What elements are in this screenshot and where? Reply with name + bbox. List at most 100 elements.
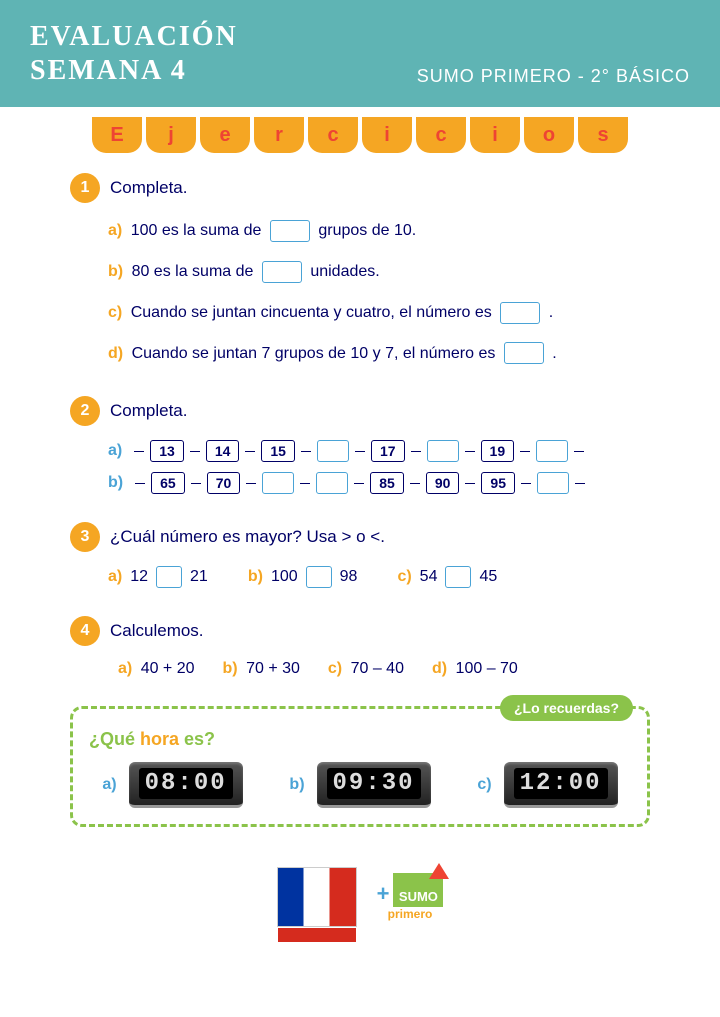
q2-row-b: b)6570859095 bbox=[108, 472, 650, 494]
sub-label: c) bbox=[397, 568, 411, 586]
q2-number: 2 bbox=[70, 396, 100, 426]
seq-line bbox=[300, 483, 310, 485]
seq-box-empty[interactable] bbox=[537, 472, 569, 494]
compare-item: a) 1221 bbox=[108, 566, 208, 588]
seq-box-filled: 19 bbox=[481, 440, 515, 462]
q1-a: a) 100 es la suma de grupos de 10. bbox=[108, 217, 650, 246]
answer-box[interactable] bbox=[504, 342, 544, 364]
q3-number: 3 bbox=[70, 522, 100, 552]
q1-title: Completa. bbox=[110, 178, 187, 198]
answer-box[interactable] bbox=[445, 566, 471, 588]
seq-line bbox=[134, 451, 144, 453]
seq-label: a) bbox=[108, 442, 122, 460]
seq-line bbox=[410, 483, 420, 485]
clock-label: c) bbox=[477, 776, 491, 794]
q1-c-post: . bbox=[549, 304, 553, 321]
remember-badge: ¿Lo recuerdas? bbox=[500, 695, 633, 721]
remember-box: ¿Lo recuerdas? ¿Qué hora es? a)08:00b)09… bbox=[70, 706, 650, 827]
sub-label: d) bbox=[432, 660, 447, 677]
calc-item: c) 70 – 40 bbox=[328, 660, 404, 678]
sub-label: c) bbox=[328, 660, 342, 677]
seq-box-empty[interactable] bbox=[427, 440, 459, 462]
q4-items: a) 40 + 20 b) 70 + 30 c) 70 – 40 d) 100 – 7… bbox=[108, 660, 650, 678]
ejercicios-banner: Ejercicios bbox=[0, 117, 720, 153]
sumo-shape-icon: SUMO bbox=[393, 873, 443, 907]
q1-c: c) Cuando se juntan cincuenta y cuatro, … bbox=[108, 299, 650, 328]
calc-expr: 100 – 70 bbox=[456, 660, 518, 677]
seq-line bbox=[411, 451, 421, 453]
answer-box[interactable] bbox=[262, 261, 302, 283]
calc-item: a) 40 + 20 bbox=[118, 660, 195, 678]
banner-letter: r bbox=[254, 117, 304, 153]
digital-clock-icon: 08:00 bbox=[129, 762, 243, 808]
t3: es? bbox=[179, 729, 215, 749]
t1: ¿Qué bbox=[89, 729, 140, 749]
seq-box-filled: 13 bbox=[150, 440, 184, 462]
compare-item: c) 5445 bbox=[397, 566, 497, 588]
sub-label: a) bbox=[118, 660, 132, 677]
compare-item: b) 10098 bbox=[248, 566, 358, 588]
sub-label: b) bbox=[223, 660, 238, 677]
clock-item: c) 12:00 bbox=[477, 762, 617, 808]
q1-d: d) Cuando se juntan 7 grupos de 10 y 7, … bbox=[108, 340, 650, 369]
banner-letter: c bbox=[416, 117, 466, 153]
seq-box-empty[interactable] bbox=[316, 472, 348, 494]
question-1: 1 Completa. a) 100 es la suma de grupos … bbox=[70, 173, 650, 368]
t2: hora bbox=[140, 729, 179, 749]
clock-time: 09:30 bbox=[327, 768, 421, 799]
compare-right: 21 bbox=[190, 568, 208, 586]
answer-box[interactable] bbox=[156, 566, 182, 588]
header-line1: EVALUACIÓN bbox=[30, 20, 238, 54]
answer-box[interactable] bbox=[270, 220, 310, 242]
seq-box-empty[interactable] bbox=[317, 440, 349, 462]
seq-box-filled: 90 bbox=[426, 472, 460, 494]
q2-title: Completa. bbox=[110, 401, 187, 421]
sub-label: c) bbox=[108, 304, 122, 321]
plus-icon: + bbox=[377, 881, 390, 907]
seq-box-filled: 70 bbox=[207, 472, 241, 494]
clock-time: 12:00 bbox=[514, 768, 608, 799]
seq-line bbox=[190, 451, 200, 453]
page-header: EVALUACIÓN SEMANA 4 SUMO PRIMERO - 2° BÁ… bbox=[0, 0, 720, 107]
banner-letter: o bbox=[524, 117, 574, 153]
q3-title: ¿Cuál número es mayor? Usa > o <. bbox=[110, 527, 385, 547]
banner-letter: s bbox=[578, 117, 628, 153]
q1-c-pre: Cuando se juntan cincuenta y cuatro, el … bbox=[131, 304, 492, 321]
compare-right: 45 bbox=[479, 568, 497, 586]
calc-item: b) 70 + 30 bbox=[223, 660, 300, 678]
header-title: EVALUACIÓN SEMANA 4 bbox=[30, 20, 238, 87]
clock-item: a)08:00 bbox=[102, 762, 242, 808]
compare-left: 100 bbox=[271, 568, 298, 586]
sub-label: a) bbox=[108, 222, 122, 239]
seq-line bbox=[135, 483, 145, 485]
answer-box[interactable] bbox=[500, 302, 540, 324]
clock-row: a)08:00 b) 09:30 c) 12:00 bbox=[89, 762, 631, 808]
seq-box-filled: 15 bbox=[261, 440, 295, 462]
seq-box-empty[interactable] bbox=[536, 440, 568, 462]
seq-box-empty[interactable] bbox=[262, 472, 294, 494]
seq-line bbox=[465, 451, 475, 453]
answer-box[interactable] bbox=[306, 566, 332, 588]
q4-number: 4 bbox=[70, 616, 100, 646]
q1-number: 1 bbox=[70, 173, 100, 203]
q1-a-post: grupos de 10. bbox=[318, 222, 416, 239]
digital-clock-icon: 09:30 bbox=[317, 762, 431, 808]
q1-b-pre: 80 es la suma de bbox=[132, 263, 254, 280]
seq-line bbox=[245, 451, 255, 453]
banner-letter: j bbox=[146, 117, 196, 153]
calc-expr: 70 + 30 bbox=[246, 660, 300, 677]
sumo-logo: + SUMO primero bbox=[377, 873, 444, 921]
seq-box-filled: 14 bbox=[206, 440, 240, 462]
q3-items: a) 1221 b) 10098 c) 5445 bbox=[108, 566, 650, 588]
sumo-bot: primero bbox=[388, 907, 433, 921]
seq-box-filled: 65 bbox=[151, 472, 185, 494]
calc-expr: 40 + 20 bbox=[141, 660, 195, 677]
q4-title: Calculemos. bbox=[110, 621, 204, 641]
clock-label: b) bbox=[289, 776, 304, 794]
seq-label: b) bbox=[108, 474, 123, 492]
digital-clock-icon: 12:00 bbox=[504, 762, 618, 808]
q1-b-post: unidades. bbox=[310, 263, 379, 280]
footer-logos: + SUMO primero bbox=[0, 867, 720, 927]
clock-item: b) 09:30 bbox=[289, 762, 430, 808]
header-subtitle: SUMO PRIMERO - 2° BÁSICO bbox=[417, 66, 690, 87]
